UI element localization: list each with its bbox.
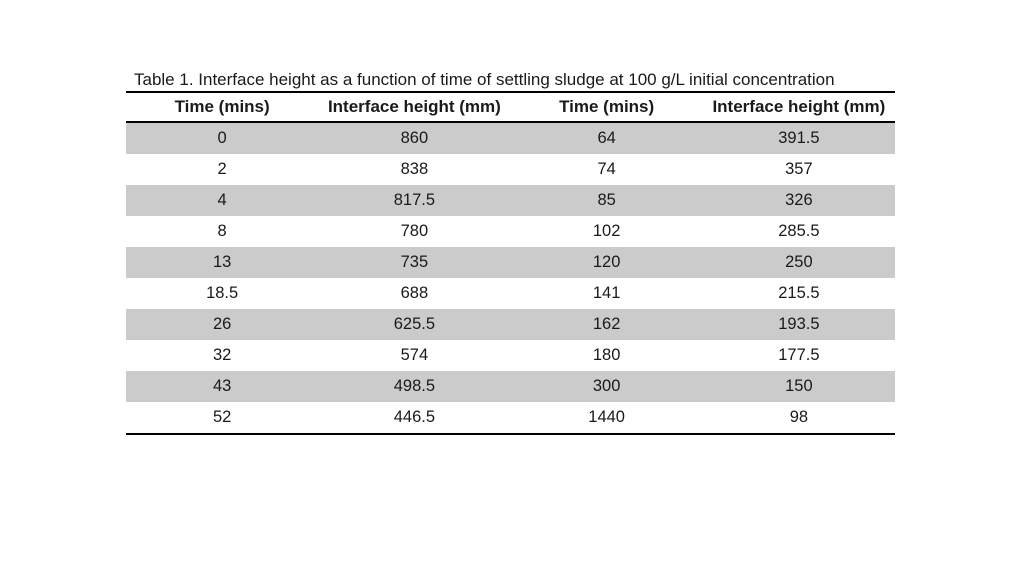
table-cell: 8 xyxy=(217,222,227,240)
table-cell: 98 xyxy=(789,408,809,426)
table-cell: 326 xyxy=(785,191,813,209)
table-row: 4 817.5 85 326 xyxy=(126,185,895,216)
table-cell: 2 xyxy=(217,160,227,178)
table-row: 43 498.5 300 150 xyxy=(126,371,895,402)
table-cell: 52 xyxy=(212,408,232,426)
table-cell: 150 xyxy=(785,377,813,395)
table-cell: 780 xyxy=(400,222,429,240)
table-block: Table 1. Interface height as a function … xyxy=(126,69,895,435)
table-cell: 74 xyxy=(597,160,616,178)
table-row: 18.5 688 141 215.5 xyxy=(126,278,895,309)
table-cell: 625.5 xyxy=(393,315,436,333)
table-caption: Table 1. Interface height as a function … xyxy=(134,70,835,89)
table-row: 0 860 64 391.5 xyxy=(126,122,895,154)
table-cell: 446.5 xyxy=(393,408,436,426)
table-cell: 180 xyxy=(592,346,621,364)
table-cell: 574 xyxy=(400,346,429,364)
table-cell: 300 xyxy=(592,377,621,395)
table-cell: 43 xyxy=(212,377,232,395)
table-cell: 162 xyxy=(592,315,621,333)
table-cell: 735 xyxy=(400,253,429,271)
table-cell: 817.5 xyxy=(393,191,436,209)
table-cell: 860 xyxy=(400,129,429,147)
table-cell: 285.5 xyxy=(778,222,820,240)
table-cell: 250 xyxy=(785,253,813,271)
table-cell: 85 xyxy=(597,191,616,209)
table-cell: 0 xyxy=(217,129,227,147)
table-cell: 391.5 xyxy=(778,129,820,147)
table-cell: 13 xyxy=(212,253,232,271)
column-header: Interface height (mm) xyxy=(318,92,511,123)
table-cell: 498.5 xyxy=(393,377,436,395)
table-cell: 18.5 xyxy=(206,284,239,302)
table-row: 32 574 180 177.5 xyxy=(126,340,895,371)
table-cell: 193.5 xyxy=(778,315,820,333)
table-cell: 4 xyxy=(217,191,227,209)
table-row: 52 446.5 1440 98 xyxy=(126,402,895,434)
table-row: 8 780 102 285.5 xyxy=(126,216,895,247)
table-row: 26 625.5 162 193.5 xyxy=(126,309,895,340)
table-cell: 102 xyxy=(592,222,621,240)
table-cell: 32 xyxy=(212,346,232,364)
table-cell: 177.5 xyxy=(778,346,820,364)
data-table: Time (mins) Interface height (mm) Time (mi… xyxy=(126,91,895,435)
header-row: Time (mins) Interface height (mm) Time (mi… xyxy=(126,92,895,123)
column-header: Interface height (mm) xyxy=(702,92,895,123)
table-cell: 1440 xyxy=(588,408,625,426)
column-header: Time (mins) xyxy=(510,92,703,123)
table-body: 0 860 64 391.5 2 838 74 357 4 817.5 85 326 8 780 102 28… xyxy=(126,122,895,434)
table-cell: 688 xyxy=(400,284,429,302)
table-row: 13 735 120 250 xyxy=(126,247,895,278)
table-cell: 357 xyxy=(785,160,813,178)
table-cell: 64 xyxy=(597,129,616,147)
table-header-row: Time (mins) Interface height (mm) Time (mi… xyxy=(126,92,895,123)
column-header: Time (mins) xyxy=(126,92,319,123)
table-cell: 120 xyxy=(592,253,621,271)
table-cell: 215.5 xyxy=(778,284,820,302)
table-row: 2 838 74 357 xyxy=(126,154,895,185)
table-cell: 838 xyxy=(400,160,429,178)
table-cell: 26 xyxy=(212,315,232,333)
table-cell: 141 xyxy=(592,284,621,302)
